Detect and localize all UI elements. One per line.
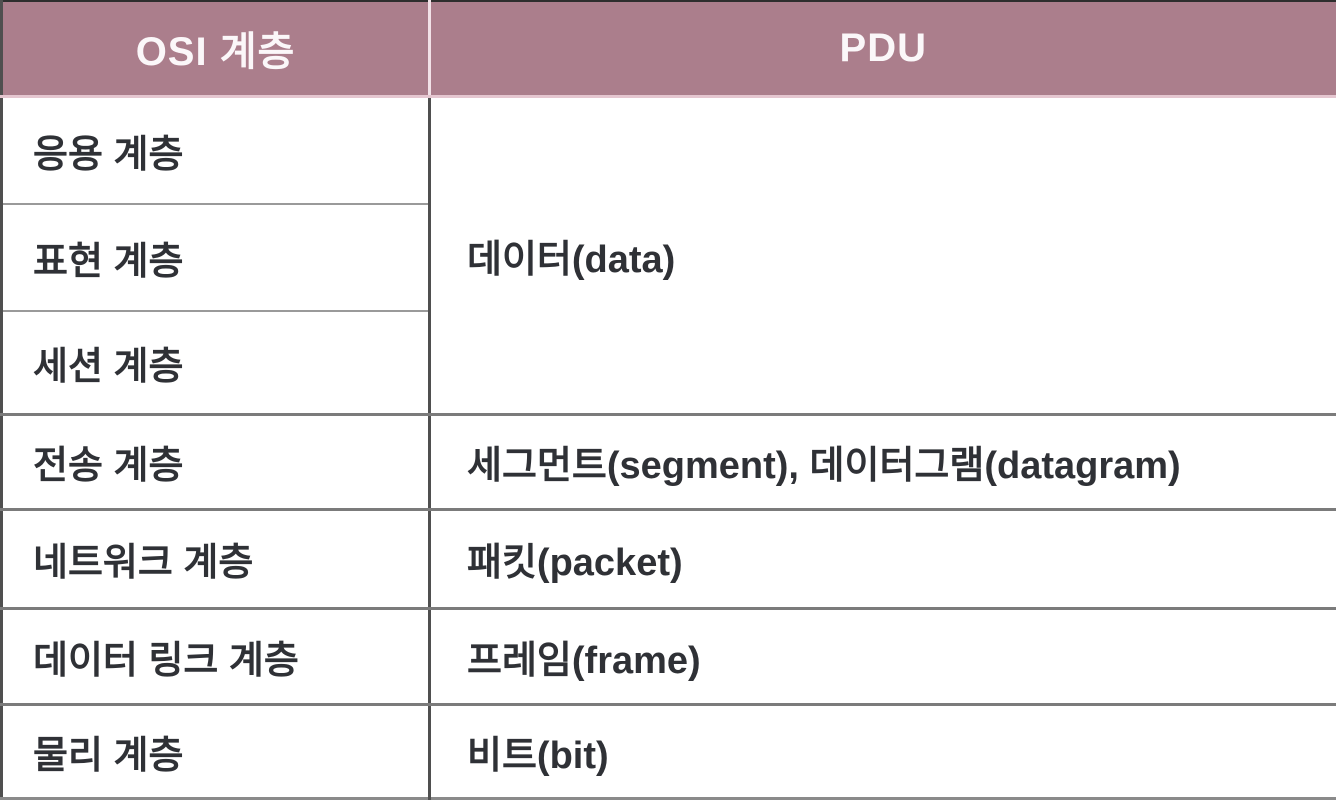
layer-cell-application: 응용 계층: [1, 96, 431, 205]
layer-cell-network: 네트워크 계층: [1, 509, 431, 610]
table-row-datalink: 데이터 링크 계층 프레임(frame): [1, 608, 1336, 706]
layer-cell-datalink: 데이터 링크 계층: [1, 608, 431, 706]
pdu-cell-bit: 비트(bit): [429, 704, 1336, 798]
table-row-application: 응용 계층 데이터(data): [1, 96, 1336, 416]
pdu-cell-segment-datagram: 세그먼트(segment), 데이터그램(datagram): [429, 414, 1336, 511]
table-row-network: 네트워크 계층 패킷(packet): [1, 509, 1336, 610]
table-row-physical: 물리 계층 비트(bit): [1, 704, 1336, 798]
pdu-cell-data-merged: 데이터(data): [429, 96, 1336, 416]
layer-cell-transport: 전송 계층: [1, 414, 431, 511]
layer-cell-session: 세션 계층: [1, 311, 431, 416]
table-row-session: 세션 계층: [1, 311, 1336, 416]
header-cell-pdu: PDU: [429, 1, 1336, 98]
header-cell-osi-layer: OSI 계층: [1, 1, 431, 98]
table-row-presentation: 표현 계층: [1, 204, 1336, 312]
layer-cell-physical: 물리 계층: [1, 704, 431, 798]
pdu-cell-frame: 프레임(frame): [429, 608, 1336, 706]
pdu-cell-packet: 패킷(packet): [429, 509, 1336, 610]
table-row-transport: 전송 계층 세그먼트(segment), 데이터그램(datagram): [1, 414, 1336, 511]
header-row: OSI 계층 PDU: [1, 1, 1336, 98]
layer-cell-presentation: 표현 계층: [1, 204, 431, 312]
